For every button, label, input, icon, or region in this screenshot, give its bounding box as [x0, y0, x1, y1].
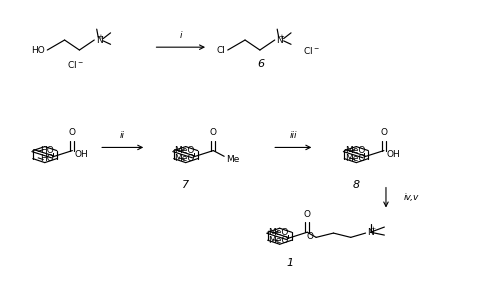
Text: MeO: MeO: [174, 154, 195, 163]
Text: OH: OH: [386, 150, 400, 159]
Text: Cl$^-$: Cl$^-$: [68, 59, 84, 70]
Text: HO: HO: [31, 46, 45, 55]
Text: i: i: [180, 31, 182, 40]
Text: 8: 8: [352, 180, 360, 190]
Text: N: N: [368, 228, 374, 237]
Text: Cl$^-$: Cl$^-$: [304, 45, 320, 55]
Text: ii: ii: [120, 131, 125, 140]
Text: +: +: [98, 34, 103, 40]
Text: +: +: [370, 226, 375, 231]
Text: MeO: MeO: [268, 228, 288, 237]
Text: MeO: MeO: [268, 236, 288, 245]
Text: 1: 1: [286, 258, 293, 268]
Text: iv,v: iv,v: [404, 193, 418, 202]
Text: O: O: [380, 128, 388, 137]
Text: iii: iii: [290, 131, 297, 140]
Text: MeO: MeO: [345, 146, 366, 155]
Text: MeO: MeO: [345, 154, 366, 163]
Text: Cl: Cl: [216, 46, 226, 55]
Text: Me: Me: [226, 155, 239, 164]
Text: HO: HO: [40, 154, 54, 163]
Text: OH: OH: [75, 150, 88, 159]
Text: O: O: [304, 210, 310, 219]
Text: O: O: [210, 128, 217, 137]
Text: N: N: [96, 36, 102, 44]
Text: 7: 7: [182, 180, 190, 190]
Text: 6: 6: [258, 59, 264, 69]
Text: HO: HO: [40, 146, 54, 155]
Text: N: N: [276, 36, 283, 44]
Text: +: +: [278, 34, 284, 40]
Text: MeO: MeO: [174, 146, 195, 155]
Text: O: O: [69, 128, 76, 137]
Text: O: O: [306, 232, 314, 241]
